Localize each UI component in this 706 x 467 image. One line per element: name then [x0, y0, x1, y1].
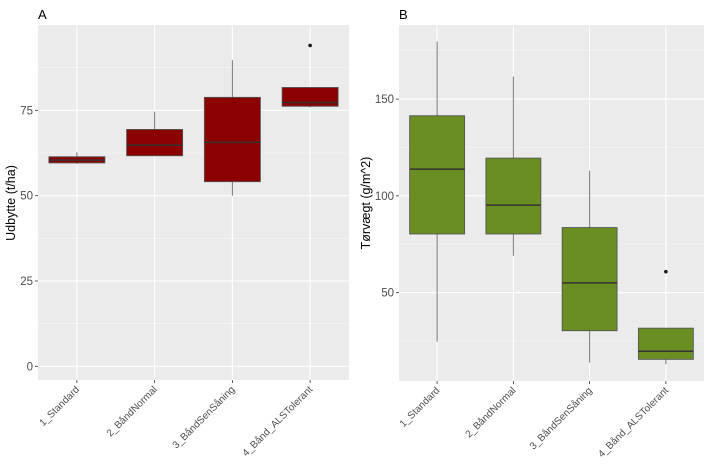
- panel-b-ylabel: Tørvægt (g/m^2): [359, 157, 373, 250]
- panel-b-plot-area: [396, 25, 704, 384]
- panel-b-xtick-label: 2_BåndNormal: [463, 385, 519, 441]
- panel-a-background: [38, 25, 349, 380]
- panel-a-plot-area: [35, 25, 349, 383]
- panel-a-xtick-label: 4_Bånd_ALSTolerant: [240, 383, 315, 458]
- panel-a-ytick-label: 0: [27, 361, 33, 373]
- box-iqr: [281, 87, 339, 107]
- panel-a-ylabel: Udbytte (t/ha): [4, 165, 18, 241]
- panel-a-xtick-label: 2_BåndNormal: [104, 384, 160, 440]
- panel-b: B Tørvægt (g/m^2) 50 100 150 1_Standard 2_Bå…: [359, 7, 704, 460]
- panel-b-xtick-label: 1_Standard: [398, 385, 442, 429]
- panel-a-ytick-label: 75: [20, 105, 33, 117]
- panel-a-box-3: [203, 60, 261, 196]
- box-iqr: [203, 96, 261, 183]
- outlier-point: [664, 269, 668, 274]
- panel-b-tag: B: [399, 7, 408, 22]
- panel-b-box-3: [561, 170, 618, 363]
- panel-a-xtick-label: 1_Standard: [38, 384, 82, 428]
- panel-a: A Udbytte (t/ha) 0 25 50 75 1_Standard 2_Bånd…: [4, 7, 349, 459]
- panel-a-ytick-label: 25: [20, 276, 33, 288]
- panel-a-tag: A: [38, 7, 47, 22]
- panel-a-box-1: [48, 152, 106, 164]
- box-iqr: [637, 327, 694, 360]
- panel-b-xtick-label: 3_BåndSenSåning: [527, 385, 594, 452]
- outlier-point: [308, 43, 312, 48]
- panel-b-box-4: [637, 269, 694, 365]
- panel-b-box-2: [485, 76, 542, 256]
- panel-b-box-1: [409, 41, 466, 342]
- panel-b-ytick-label: 50: [381, 288, 394, 300]
- panel-a-ytick-label: 50: [20, 191, 33, 203]
- panel-a-box-4: [281, 43, 339, 108]
- box-iqr: [561, 227, 618, 332]
- panel-b-ytick-label: 150: [375, 94, 394, 106]
- panel-b-xtick-label: 4_Bånd_ALSTolerant: [596, 384, 671, 459]
- panel-a-box-2: [126, 111, 184, 157]
- box-iqr: [126, 129, 184, 157]
- box-iqr: [409, 115, 466, 235]
- panel-a-xtick-label: 3_BåndSenSåning: [170, 384, 237, 451]
- box-iqr: [485, 157, 542, 235]
- panel-b-ytick-label: 100: [375, 191, 394, 203]
